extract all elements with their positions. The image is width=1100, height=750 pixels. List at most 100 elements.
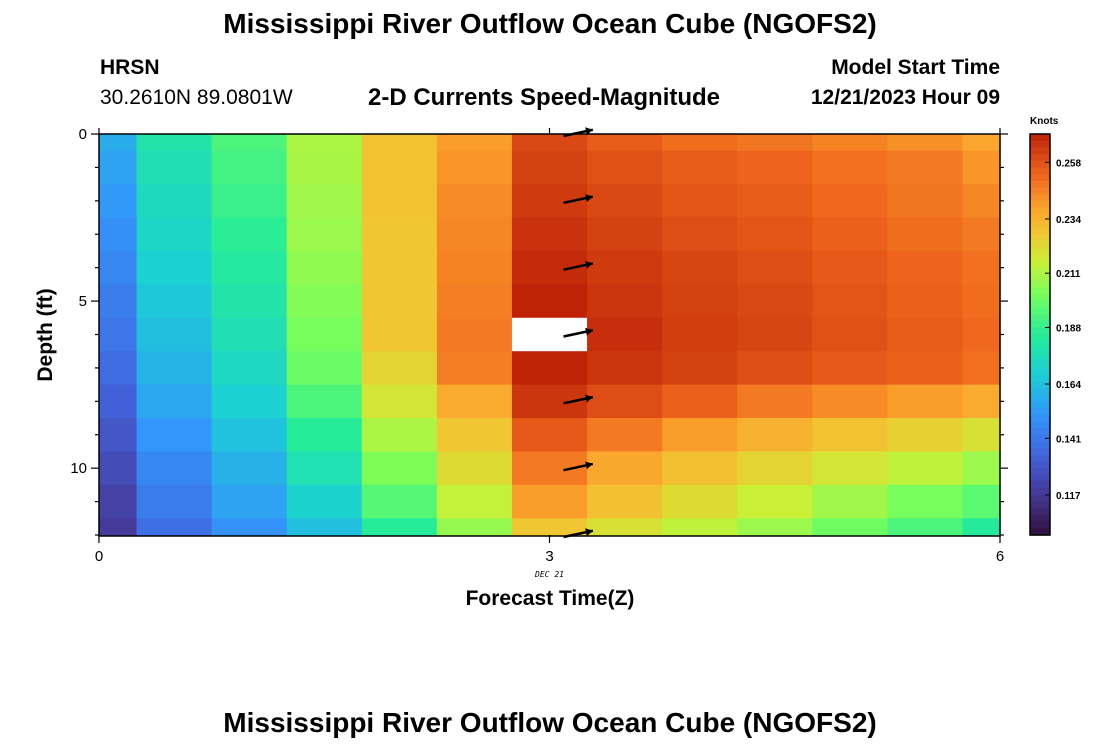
heatmap-cell: [962, 484, 1001, 519]
colorbar-swatch: [1030, 180, 1050, 189]
colorbar-swatch: [1030, 247, 1050, 255]
axes: 0 3 6 DEC 21 0 5 10: [70, 126, 1008, 579]
heatmap-cell: [436, 217, 513, 252]
heatmap-cell: [136, 418, 213, 453]
colorbar-swatch: [1030, 441, 1050, 449]
colorbar-swatch: [1030, 207, 1050, 215]
colorbar-tick-label: 0.117: [1056, 491, 1081, 502]
heatmap-cell: [887, 484, 964, 519]
heatmap-cell: [737, 317, 813, 352]
heatmap-cell: [99, 150, 138, 185]
heatmap-cell: [887, 217, 964, 252]
colorbar: 0.117 0.141 0.164 0.188 0.211 0.234 0.258: [1029, 133, 1081, 536]
heatmap-cell: [587, 451, 663, 486]
heatmap-cell: [737, 134, 813, 152]
colorbar-swatch: [1030, 254, 1050, 262]
heatmap-cell: [662, 284, 738, 319]
heatmap-cell: [812, 384, 888, 419]
heatmap-cell: [587, 134, 663, 152]
heatmap-cell: [587, 484, 663, 519]
heatmap-cell: [962, 317, 1001, 352]
heatmap-cell: [887, 184, 964, 219]
heatmap-cell: [662, 184, 738, 219]
heatmap-cell: [962, 384, 1001, 419]
heatmap-cell: [662, 250, 738, 285]
heatmap-cell: [436, 184, 513, 219]
heatmap-cell: [887, 284, 964, 319]
colorbar-swatch: [1030, 134, 1050, 142]
x-tick-label: 0: [95, 548, 103, 565]
heatmap-cell: [286, 351, 363, 386]
arrow-head: [585, 461, 593, 470]
arrow-head: [585, 260, 593, 269]
heatmap-cell: [587, 217, 663, 252]
heatmap-cell: [286, 250, 363, 285]
x-tick-label: 6: [996, 548, 1004, 565]
heatmap-cell: [812, 351, 888, 386]
heatmap-cell: [737, 418, 813, 453]
heatmap-cell: [286, 284, 363, 319]
heatmap-cell: [99, 484, 138, 519]
heatmap-cell: [286, 217, 363, 252]
station-coordinates: 30.2610N 89.0801W: [100, 86, 293, 109]
arrow-head: [585, 327, 593, 336]
colorbar-swatch: [1030, 334, 1050, 342]
heatmap-cell: [211, 284, 288, 319]
colorbar-swatch: [1030, 394, 1050, 402]
heatmap-cell: [361, 134, 438, 152]
colorbar-swatch: [1030, 354, 1050, 362]
heatmap-cell: [587, 184, 663, 219]
heatmap-cell: [99, 317, 138, 352]
colorbar-swatch: [1030, 381, 1050, 389]
colorbar-swatch: [1030, 428, 1050, 436]
heatmap-cell: [361, 418, 438, 453]
colorbar-tick-label: 0.164: [1056, 380, 1081, 391]
colorbar-tick-label: 0.234: [1056, 215, 1081, 226]
colorbar-swatch: [1030, 167, 1050, 175]
heatmap-cell: [361, 317, 438, 352]
heatmap-cell: [136, 451, 213, 486]
colorbar-swatch: [1030, 468, 1050, 476]
heatmap-cell: [99, 518, 138, 536]
heatmap-cell: [286, 384, 363, 419]
heatmap-cell: [286, 317, 363, 352]
heatmap-cell: [436, 518, 513, 536]
chart-area: 0 3 6 DEC 21 0 5 10 Forecast Time(Z) Depth (ft…: [34, 116, 1081, 610]
heatmap-cell: [286, 451, 363, 486]
page-title: Mississippi River Outflow Ocean Cube (NG…: [223, 8, 877, 39]
colorbar-swatch: [1030, 421, 1050, 429]
heatmap-cell: [812, 418, 888, 453]
heatmap-cell: [587, 284, 663, 319]
heatmap-cell: [812, 150, 888, 185]
heatmap-cell: [962, 217, 1001, 252]
heatmap-cell: [286, 184, 363, 219]
heatmap-cell: [361, 518, 438, 536]
heatmap-cell: [99, 418, 138, 453]
colorbar-swatch: [1030, 194, 1050, 202]
colorbar-swatch: [1030, 174, 1050, 182]
heatmap-cell: [361, 451, 438, 486]
heatmap-cell: [511, 518, 588, 536]
colorbar-swatch: [1030, 287, 1050, 295]
heatmap-cell: [587, 351, 663, 386]
heatmap-cell: [962, 351, 1001, 386]
colorbar-swatch: [1030, 454, 1050, 463]
current-arrow: [563, 127, 594, 138]
heatmap-cell: [662, 217, 738, 252]
colorbar-swatch: [1030, 301, 1050, 309]
heatmap-cell: [962, 518, 1001, 536]
heatmap-cell: [361, 184, 438, 219]
colorbar-swatch: [1030, 434, 1050, 443]
colorbar-swatch: [1030, 281, 1050, 289]
heatmap-cell: [211, 418, 288, 453]
heatmap-cell: [436, 418, 513, 453]
heatmap-cell: [136, 317, 213, 352]
heatmap-cell: [436, 284, 513, 319]
heatmap-cell: [99, 351, 138, 386]
colorbar-swatch: [1030, 448, 1050, 456]
heatmap-cell: [587, 317, 663, 352]
heatmap-cell: [662, 384, 738, 419]
heatmap-cell: [587, 250, 663, 285]
heatmap-cell: [587, 418, 663, 453]
heatmap-cell: [361, 284, 438, 319]
